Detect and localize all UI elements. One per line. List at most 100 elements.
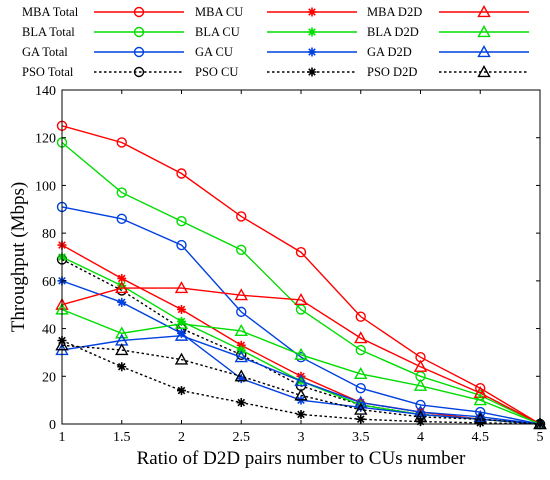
data-point-mba-total (176, 168, 187, 179)
legend-entry-mba-total: MBA Total (22, 5, 184, 19)
series-line-mba-d2d (61, 287, 541, 425)
data-point-pso-cu (296, 409, 306, 419)
legend: MBA Total BLA Total GA Total PSO Total MBA C… (22, 5, 529, 79)
series-line-bla-total (61, 141, 541, 425)
x-tick-label: 1.5 (113, 430, 131, 445)
series-line-bla-d2d (61, 308, 541, 425)
legend-entry-ga-d2d: GA D2D (367, 45, 529, 59)
legend-label: MBA D2D (367, 5, 422, 19)
y-tick-label: 80 (42, 227, 56, 242)
legend-entry-ga-total: GA Total (22, 45, 184, 59)
y-axis-label: Throughput (Mbps) (8, 182, 29, 332)
data-point-mba-total (116, 137, 127, 148)
y-tick-label: 0 (49, 418, 56, 433)
legend-label: PSO CU (195, 65, 238, 79)
x-tick-label: 2 (178, 430, 185, 445)
legend-label: MBA CU (195, 5, 243, 19)
legend-marker (477, 25, 491, 38)
y-tick-label: 120 (35, 132, 56, 147)
data-point-pso-cu (236, 398, 246, 408)
legend-label: GA Total (22, 45, 68, 59)
legend-marker (133, 26, 145, 38)
legend-entry-bla-cu: BLA CU (195, 25, 357, 39)
legend-entry-pso-cu: PSO CU (195, 65, 357, 79)
data-point-ga-total (176, 239, 187, 251)
axes: 1 1.5 2 2.5 3 3.5 4 4.5 5 0 20 40 60 80 100 120 140 (35, 84, 544, 445)
y-tick-label: 40 (42, 323, 56, 338)
y-tick-label: 100 (35, 179, 56, 194)
data-point-ga-cu (117, 297, 127, 307)
data-point-bla-cu (236, 345, 246, 355)
legend-marker (307, 27, 317, 37)
x-tick-label: 2.5 (233, 430, 251, 445)
data-point-pso-d2d (115, 343, 129, 356)
series-line-pso-d2d (61, 344, 541, 425)
legend-entry-mba-cu: MBA CU (195, 5, 357, 19)
x-tick-label: 5 (537, 430, 544, 445)
data-point-pso-d2d (354, 402, 368, 415)
legend-label: GA CU (195, 45, 233, 59)
data-point-mba-cu (177, 304, 186, 314)
data-point-bla-d2d (473, 393, 487, 406)
legend-marker (477, 65, 491, 78)
data-point-pso-d2d (294, 388, 308, 401)
data-point-bla-d2d (294, 347, 308, 360)
legend-marker (133, 46, 145, 58)
series-pso-d2d (55, 338, 547, 430)
data-point-mba-d2d (413, 359, 428, 372)
data-point-ga-d2d (174, 328, 189, 341)
data-point-mba-total (355, 311, 366, 322)
data-point-bla-d2d (115, 326, 129, 339)
data-point-bla-d2d (174, 316, 189, 329)
legend-label: PSO D2D (367, 65, 417, 79)
legend-marker (133, 66, 145, 78)
data-point-ga-cu (236, 374, 246, 384)
series-line-ga-d2d (61, 335, 541, 425)
data-point-pso-d2d (234, 369, 248, 382)
legend-marker (477, 45, 491, 58)
data-point-mba-total (295, 247, 307, 258)
data-point-mba-d2d (234, 288, 248, 301)
legend-label: BLA Total (22, 25, 75, 39)
legend-label: BLA D2D (367, 25, 419, 39)
data-point-mba-total (236, 211, 247, 222)
data-point-ga-d2d (354, 395, 368, 408)
data-point-mba-d2d (473, 386, 487, 399)
data-point-pso-d2d (533, 417, 547, 430)
data-point-mba-cu (117, 273, 127, 283)
data-point-bla-d2d (354, 366, 368, 379)
y-tick-label: 140 (35, 84, 56, 99)
data-point-bla-cu (177, 316, 186, 326)
data-point-mba-d2d (174, 281, 189, 294)
data-point-mba-d2d (354, 331, 368, 344)
data-point-pso-cu (117, 362, 127, 372)
legend-label: MBA Total (22, 5, 79, 19)
legend-entry-bla-total: BLA Total (22, 25, 184, 39)
data-point-pso-cu (356, 414, 366, 424)
x-tick-label: 4 (417, 430, 424, 445)
legend-entry-pso-total: PSO Total (22, 65, 184, 79)
legend-marker (307, 47, 317, 57)
data-point-bla-cu (117, 281, 127, 291)
data-point-ga-d2d (234, 350, 248, 363)
y-tick-label: 20 (42, 370, 56, 385)
data-point-pso-cu (177, 386, 186, 396)
data-point-bla-d2d (413, 378, 428, 391)
legend-marker (307, 67, 317, 77)
x-tick-label: 4.5 (472, 430, 490, 445)
data-point-mba-cu (236, 340, 246, 350)
legend-label: GA D2D (367, 45, 412, 59)
x-tick-label: 1 (59, 430, 66, 445)
series-line-ga-total (61, 206, 541, 425)
legend-label: PSO Total (22, 65, 74, 79)
data-point-ga-d2d (294, 374, 308, 387)
data-point-bla-total (116, 187, 127, 198)
legend-marker (133, 6, 145, 18)
data-point-ga-total (355, 383, 366, 394)
x-tick-label: 3 (298, 430, 305, 445)
data-point-pso-d2d (174, 352, 189, 365)
legend-marker (477, 5, 491, 18)
legend-entry-pso-d2d: PSO D2D (367, 65, 529, 79)
data-point-mba-d2d (294, 293, 308, 306)
